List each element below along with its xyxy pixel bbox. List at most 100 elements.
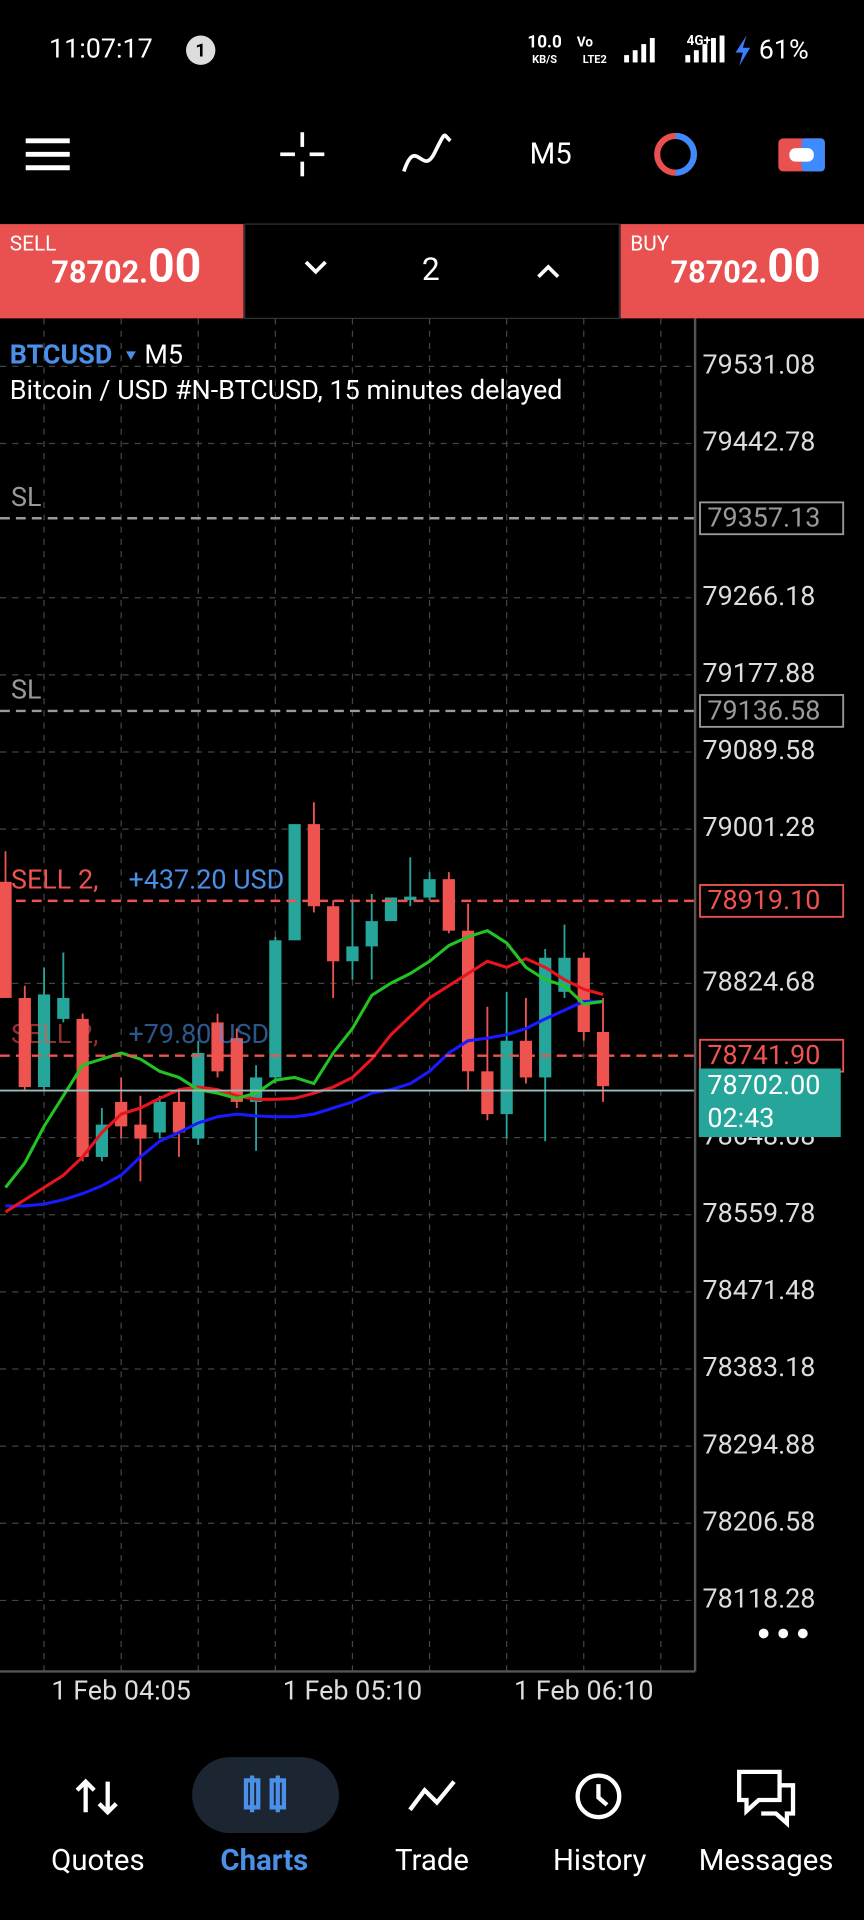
chart-timeframe: M5	[144, 338, 183, 370]
candle-body	[230, 1038, 243, 1102]
level-price: 79357.13	[707, 502, 820, 534]
y-tick-label: 78206.58	[702, 1505, 815, 1537]
symbol[interactable]: BTCUSD	[10, 338, 113, 370]
countdown: 02:43	[707, 1102, 774, 1134]
candle-body	[442, 879, 455, 931]
candle-body	[95, 1124, 108, 1157]
sell-button[interactable]	[0, 224, 244, 319]
candle-body	[500, 1040, 513, 1115]
y-tick-label: 79442.78	[702, 426, 815, 458]
level-price: 78741.90	[707, 1039, 820, 1071]
menu-button[interactable]	[25, 138, 70, 171]
bottom-nav: Quotes Charts Trade History Messages	[51, 1757, 833, 1878]
nav-item[interactable]: Charts	[220, 1844, 308, 1878]
battery: 61%	[759, 34, 809, 66]
more-button[interactable]	[758, 1628, 808, 1639]
charging-icon	[735, 35, 751, 67]
level-label: SL	[11, 673, 41, 705]
notif-count: 1	[195, 40, 206, 61]
candle-body	[269, 940, 282, 1078]
candle-body	[327, 906, 340, 962]
indicators-button[interactable]	[402, 133, 452, 173]
description: Bitcoin / USD #N-BTCUSD, 15 minutes dela…	[10, 374, 563, 406]
candle-body	[18, 997, 31, 1088]
current-price: 78702.00	[707, 1069, 820, 1101]
level-label: SELL 2,	[11, 1018, 98, 1050]
one-click-button[interactable]	[654, 132, 697, 176]
y-tick-label: 79001.28	[702, 811, 815, 843]
level-label: SL	[11, 481, 41, 513]
level-box	[699, 1038, 845, 1073]
signal-1	[624, 37, 655, 63]
volume-down[interactable]	[304, 260, 327, 275]
x-tick-label: 1 Feb 06:10	[514, 1674, 653, 1706]
y-tick-label: 79089.58	[702, 734, 815, 766]
volte: Vo	[577, 35, 593, 50]
level-profit: +79.80 USD	[128, 1018, 269, 1050]
candle-body	[519, 1040, 533, 1078]
y-tick-label: 78559.78	[702, 1197, 815, 1229]
candle-body	[37, 994, 51, 1088]
level-box	[699, 694, 845, 728]
y-tick-label: 78294.88	[702, 1428, 815, 1460]
level-box	[699, 884, 845, 918]
nav-item[interactable]: Messages	[699, 1844, 834, 1878]
buy-button[interactable]	[620, 224, 864, 319]
moving-average	[4, 956, 604, 1214]
x-tick-label: 1 Feb 04:05	[51, 1674, 190, 1706]
candle-body	[423, 879, 436, 898]
sell-price: 78702.00	[51, 240, 201, 294]
candle-body	[307, 824, 321, 907]
nav-icons	[75, 1769, 796, 1829]
clock: 11:07:17	[49, 32, 153, 64]
candle-body	[365, 921, 378, 947]
moving-average	[5, 999, 604, 1208]
y-tick-label: 79266.18	[702, 580, 815, 612]
candle-body	[288, 824, 301, 941]
sell-label: SELL	[10, 232, 57, 256]
candle-body	[404, 896, 417, 901]
volume-panel	[244, 223, 620, 319]
y-tick-label: 78471.48	[702, 1274, 815, 1306]
candle-body	[211, 1022, 224, 1072]
trade-button[interactable]	[778, 138, 825, 172]
buy-label: BUY	[630, 232, 669, 256]
candle-body	[481, 1071, 494, 1115]
candle-body	[153, 1101, 166, 1133]
volume[interactable]: 2	[422, 250, 440, 288]
moving-average	[4, 929, 604, 1189]
chart: 79531.08 79442.78 79266.18 79177.88 79089.58…	[0, 318, 845, 1706]
signal-2	[685, 35, 725, 63]
volume-up[interactable]	[537, 264, 560, 279]
level-price: 79136.58	[707, 694, 820, 726]
notif-badge	[186, 35, 216, 65]
candle-body	[384, 897, 398, 922]
timeframe-button[interactable]: M5	[530, 137, 572, 171]
level-box	[699, 501, 845, 536]
current-price-box	[698, 1068, 841, 1138]
nav-item[interactable]: Quotes	[51, 1844, 144, 1878]
level-price: 78919.10	[707, 884, 820, 916]
symbol-dropdown[interactable]	[126, 351, 136, 360]
buy-price: 78702.00	[671, 240, 821, 294]
candle-body	[596, 1032, 610, 1087]
net-unit: KB/S	[532, 53, 557, 66]
candle-body	[346, 946, 359, 962]
nav-item[interactable]: Trade	[395, 1844, 469, 1878]
lte: LTE2	[583, 53, 607, 66]
y-tick-label: 78118.28	[702, 1583, 815, 1615]
level-label: SELL 2,	[11, 863, 98, 895]
y-tick-label: 79531.08	[702, 348, 815, 380]
nav-item[interactable]: History	[553, 1844, 646, 1878]
candle-body	[461, 930, 475, 1072]
crosshair-button[interactable]	[280, 132, 325, 177]
candle-body	[0, 881, 12, 998]
candle-body	[577, 957, 590, 1033]
candle-body	[76, 1018, 89, 1157]
active-pill	[192, 1757, 339, 1834]
candle-body	[57, 997, 70, 1019]
level-profit: +437.20 USD	[128, 863, 284, 895]
y-tick-label: 79177.88	[702, 657, 815, 689]
